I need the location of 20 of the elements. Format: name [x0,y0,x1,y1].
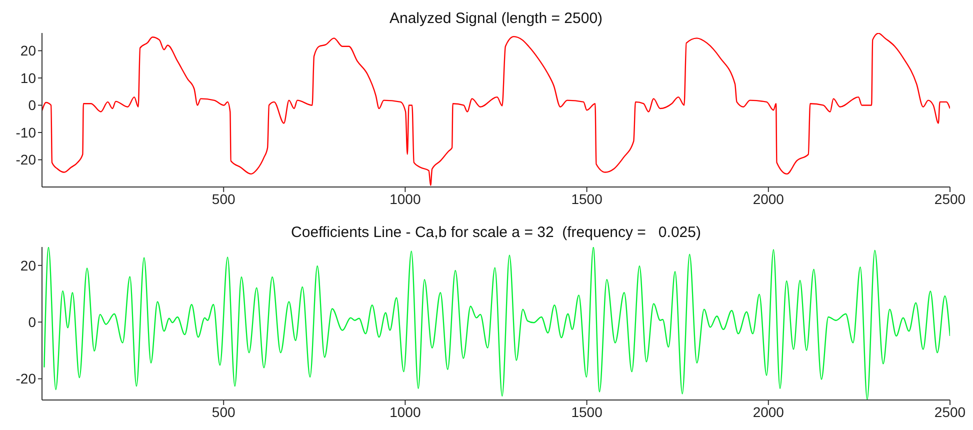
x-tick-label: 500 [212,404,236,420]
y-tick-label: -20 [16,152,36,168]
y-tick-label: -10 [16,124,36,140]
x-tick-label: 2500 [934,404,966,420]
y-tick-label: 20 [20,257,36,274]
y-tick-label: 10 [20,70,36,86]
x-tick-label: 1000 [390,190,421,207]
y-tick-label: 0 [28,97,36,114]
chart-title: Analyzed Signal (length = 2500) [389,10,603,28]
x-tick-label: 2000 [752,190,784,207]
x-tick-label: 2000 [752,404,784,420]
y-tick-label: 20 [20,42,36,59]
y-tick-label: -20 [16,370,36,387]
y-tick-label: 0 [28,314,36,330]
chart-title: Coefficients Line - Ca,b for scale a = 32 (frequency = 0.025) [291,224,701,242]
x-tick-label: 1500 [571,190,603,207]
x-tick-label: 500 [212,190,236,207]
x-tick-label: 1500 [571,404,603,420]
x-tick-label: 2500 [934,190,966,207]
x-tick-label: 1000 [390,404,421,420]
